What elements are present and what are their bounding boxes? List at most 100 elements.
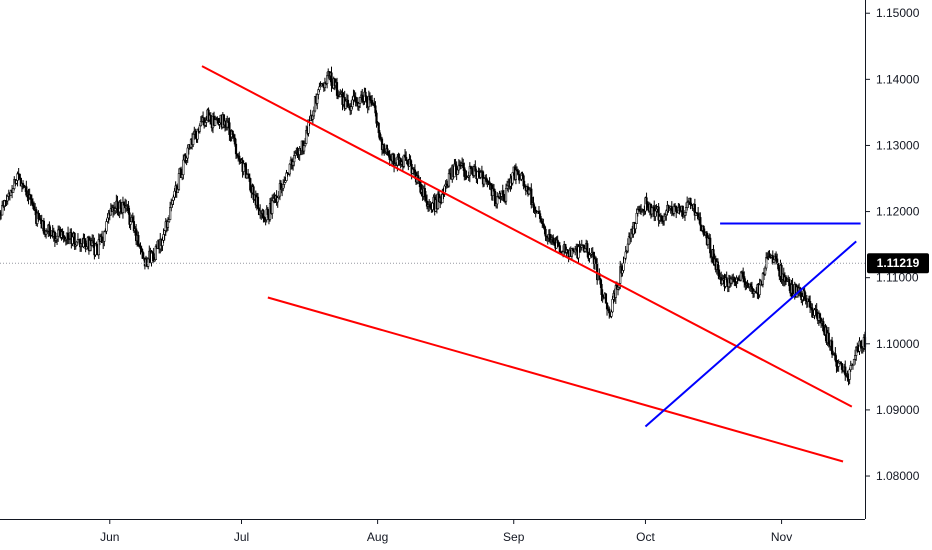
candle-body (552, 237, 555, 243)
candle-body (665, 210, 668, 216)
candle-body (599, 278, 602, 285)
candle-body (758, 284, 761, 296)
price-tick-label: 1.10000 (876, 337, 920, 351)
candle-body (55, 235, 59, 240)
candle-body (262, 210, 265, 219)
candle-body (807, 298, 811, 302)
candle-body (192, 133, 195, 145)
candle-body (675, 205, 678, 212)
candle-body (214, 119, 217, 126)
time-tick-label: Oct (636, 530, 655, 544)
candle-body (454, 163, 457, 167)
candle-body (122, 202, 126, 206)
candle-body (583, 248, 587, 252)
candle-body (610, 311, 613, 317)
candle-body (742, 272, 745, 277)
candle-body (522, 175, 525, 187)
candle-body (663, 215, 666, 222)
candle-body (542, 223, 545, 227)
candle-body (600, 283, 603, 295)
candle-body (604, 293, 608, 304)
candle-body (626, 243, 629, 252)
red-trendline[interactable] (201, 65, 853, 408)
candle-body (502, 193, 505, 201)
time-axis[interactable]: Jun Jul Aug Sep Oct Nov (100, 519, 792, 544)
candle-body (350, 106, 353, 111)
candle-body (702, 225, 705, 235)
candle-body (409, 159, 412, 165)
candle-body (66, 232, 70, 240)
candle-body (163, 230, 166, 235)
candle-body (854, 355, 857, 360)
candle-body (256, 196, 260, 209)
candle-body (25, 186, 28, 196)
candle-body (198, 125, 201, 132)
candle-body (233, 137, 237, 145)
candle-body (311, 115, 314, 120)
candle-body (485, 177, 488, 181)
price-tick-label: 1.14000 (876, 72, 920, 86)
candle-body (282, 184, 285, 189)
candle-body (62, 235, 65, 238)
candle-body (105, 221, 108, 232)
candle-body (527, 189, 531, 195)
candle-body (624, 251, 627, 259)
candle-body (186, 147, 189, 159)
candle-body (456, 169, 459, 175)
candle-body (635, 212, 638, 224)
candle-body (543, 225, 546, 230)
candle-body (31, 203, 35, 207)
last-price-tag: 1.11219 (867, 253, 929, 274)
candle-body (405, 156, 408, 161)
candle-body (377, 122, 380, 134)
candle-body (386, 148, 389, 152)
candle-body (533, 207, 536, 211)
candle-body (601, 294, 604, 298)
candle-body (245, 174, 249, 179)
candle-body (660, 215, 664, 221)
candle-body (788, 278, 791, 287)
candle-body (95, 243, 98, 247)
candle-body (344, 100, 347, 109)
candle-body (772, 259, 775, 263)
price-axis[interactable]: 1.15000 1.14000 1.13000 1.12000 1.11000 1.100… (865, 6, 920, 483)
candle-body (586, 243, 589, 253)
candle-body (634, 223, 637, 230)
candle-body (140, 248, 143, 253)
time-tick-label: Aug (367, 530, 388, 544)
candle-body (834, 353, 837, 361)
candle-body (818, 313, 822, 319)
candle-body (106, 217, 109, 222)
candle-body (162, 234, 165, 241)
candle-body (271, 200, 274, 214)
candle-body (185, 157, 188, 161)
candle-body (173, 190, 176, 198)
candle-body (167, 219, 171, 223)
candle-body (378, 132, 381, 140)
time-tick-label: Nov (771, 530, 792, 544)
candle-body (73, 233, 76, 247)
candle-body (594, 258, 598, 264)
candle-body (672, 205, 676, 214)
candle-body (699, 217, 702, 226)
candle-body (335, 82, 339, 96)
red-trendline[interactable] (267, 296, 844, 463)
candle-body (479, 172, 482, 178)
blue-trendline[interactable] (644, 240, 857, 428)
candle-body (330, 72, 333, 86)
candle-body (114, 208, 117, 212)
candle-body (248, 173, 251, 179)
candle-body (859, 340, 862, 347)
last-price-label: 1.11219 (877, 256, 920, 270)
candle-body (403, 154, 407, 158)
candle-body (493, 190, 497, 207)
candle-body (48, 224, 51, 233)
candle-body (137, 235, 140, 246)
candle-body (541, 221, 544, 224)
candle-body (431, 202, 434, 210)
candle-body (266, 208, 269, 215)
candle-body (517, 170, 520, 175)
price-tick-label: 1.13000 (876, 138, 920, 152)
candle-body (557, 242, 560, 246)
